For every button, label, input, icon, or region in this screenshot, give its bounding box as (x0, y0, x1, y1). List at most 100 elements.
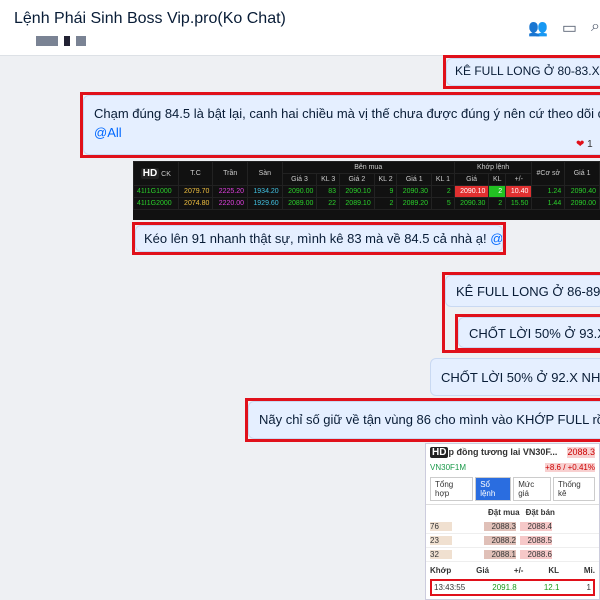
message-text: Chạm đúng 84.5 là bật lại, canh hai chiề… (94, 106, 600, 121)
board-cell: 2090.00 (564, 197, 600, 210)
book-row: 23 2088.2 2088.5 (426, 534, 599, 548)
col-header: Giá 1 (564, 161, 600, 186)
board-cell: 41I1G1000 (133, 185, 179, 198)
highlight (455, 314, 600, 351)
board-cell: 2 (373, 197, 398, 210)
reaction-count: 1 (587, 139, 593, 150)
book-row: 32 2088.1 2088.6 (426, 548, 599, 562)
tab[interactable]: Mức giá (513, 477, 551, 501)
board-cell: 2089.00 (281, 197, 318, 210)
trade-cell: 1 (586, 583, 591, 592)
board-cell: 1929.60 (247, 197, 283, 210)
col-header: Giá 2 (339, 173, 375, 186)
col-header: Khớp (430, 566, 452, 575)
tab[interactable]: Tổng hợp (430, 477, 474, 501)
board-row: 41I1G2000 2074.80 2220.00 1929.60 2089.00 22 2… (133, 197, 600, 210)
board-cell: 22 (316, 197, 341, 210)
col-header: KL (488, 173, 507, 186)
search-icon[interactable]: ⌕ (591, 18, 600, 35)
hd-badge: HD (430, 447, 449, 458)
member-avatars-blurred (36, 36, 86, 46)
trade-cell: 12.1 (543, 583, 560, 592)
group-title: Lệnh Phái Sinh Boss Vip.pro(Ko Chat) (14, 10, 286, 27)
message: CHỐT LỜI 50% Ở 93.X! @ (458, 317, 600, 348)
message: CHỐT LỜI 50% Ở 92.X NHÉ! @ (430, 358, 600, 396)
board-cell: 2090.00 (281, 185, 318, 198)
message: Nãy chỉ số giữ về tận vùng 86 cho mình v… (248, 401, 600, 439)
order-book-image[interactable]: HD p đồng tương lai VN30F... 2088.3 VN30F1… (425, 443, 600, 600)
board-cell: 1.24 (531, 185, 566, 198)
col-header: Trần (212, 161, 249, 186)
trade-cell: 2091.8 (492, 583, 517, 592)
message-text: CHỐT LỜI 50% Ở 93.X! (469, 326, 600, 341)
message: KÊ FULL LONG Ở 80-83.X! @ (446, 58, 600, 86)
col-header: Đặt mua (488, 508, 520, 517)
highlight (245, 398, 600, 442)
col-header: Giá (453, 173, 490, 186)
col-header: KL 3 (316, 173, 341, 186)
col-header: +/- (505, 173, 533, 186)
col-header: Giá 1 (396, 173, 433, 186)
price-board-image[interactable]: HD CK T.C Trần Sàn Bên mua Khớp lệnh #Cơ sở G… (133, 161, 600, 220)
hd-badge: HD (140, 168, 160, 179)
message-text: CHỐT LỜI 50% Ở 92.X NHÉ! (441, 370, 600, 385)
video-call-icon[interactable]: ▭ (561, 20, 578, 37)
board-cell: 2090.10 (453, 185, 490, 198)
board-cell: 2 (431, 185, 455, 198)
mention[interactable]: @All (490, 231, 503, 246)
col-header: Mi. (583, 566, 595, 575)
panel-title: p đồng tương lai VN30F... (448, 447, 558, 457)
book-cell: 2088.4 (520, 522, 552, 531)
board-cell: 2079.70 (177, 185, 214, 198)
board-cell: 2090.40 (564, 185, 600, 198)
tab[interactable]: Thống kê (553, 477, 595, 501)
add-member-icon[interactable]: 👥 (527, 20, 548, 37)
board-cell: 2220.00 (212, 197, 249, 210)
col-header: Sàn (247, 161, 283, 186)
reaction-heart[interactable]: ❤ 1 (576, 139, 593, 150)
board-cell: 1934.20 (247, 185, 283, 198)
board-cell: 2090.10 (339, 185, 375, 198)
message-text: Kéo lên 91 nhanh thật sự, mình kê 83 mà … (144, 231, 487, 246)
group-header: Khớp lệnh (453, 161, 533, 174)
board-cell: 2 (488, 197, 507, 210)
message-text: KÊ FULL LONG Ở 86-89.X! (456, 284, 600, 299)
board-cell: 5 (431, 197, 455, 210)
book-cell: 2088.6 (520, 550, 552, 559)
book-row: 76 2088.3 2088.4 (426, 520, 599, 534)
col-header: KL 2 (373, 173, 398, 186)
tab[interactable]: Sổ lệnh (475, 477, 512, 501)
col-header: T.C (177, 161, 214, 186)
message-text: KÊ FULL LONG Ở 80-83.X! (455, 64, 600, 78)
highlight (132, 222, 506, 255)
book-cell: 2088.5 (520, 536, 552, 545)
board-cell: 2090.30 (396, 185, 433, 198)
message: Kéo lên 91 nhanh thật sự, mình kê 83 mà … (135, 225, 503, 252)
board-cell: 83 (316, 185, 341, 198)
highlight (443, 55, 600, 89)
board-cell: 2089.10 (339, 197, 375, 210)
col-header: KL (548, 566, 560, 575)
board-cell: 41I1G2000 (133, 197, 179, 210)
message: KÊ FULL LONG Ở 86-89.X! @ (445, 275, 600, 307)
board-cell: 2089.20 (396, 197, 433, 210)
board-cell: 15.50 (505, 197, 533, 210)
highlight (80, 92, 600, 158)
book-cell: 32 (430, 550, 452, 559)
board-cell: 2074.80 (177, 197, 214, 210)
symbol: VN30F1M (430, 463, 467, 472)
book-cell: 76 (430, 522, 452, 531)
mention[interactable]: @All (94, 125, 122, 140)
col-header: #Cơ sở (531, 161, 566, 186)
col-header: KL 1 (431, 173, 455, 186)
board-cell: 2 (488, 185, 507, 198)
col-header: Giá 3 (281, 173, 318, 186)
col-header: CK (161, 171, 171, 178)
col-header: +/- (513, 566, 524, 575)
board-row: 41I1G1000 2079.70 2225.20 1934.20 2090.00 83 2… (133, 185, 600, 198)
group-header: Bên mua (281, 161, 455, 174)
chat-header: Lệnh Phái Sinh Boss Vip.pro(Ko Chat) 👥 ▭… (0, 0, 600, 56)
board-cell: 9 (373, 185, 398, 198)
col-header: Đặt bán (525, 508, 555, 517)
message-text: Nãy chỉ số giữ về tận vùng 86 cho mình v… (259, 412, 600, 427)
